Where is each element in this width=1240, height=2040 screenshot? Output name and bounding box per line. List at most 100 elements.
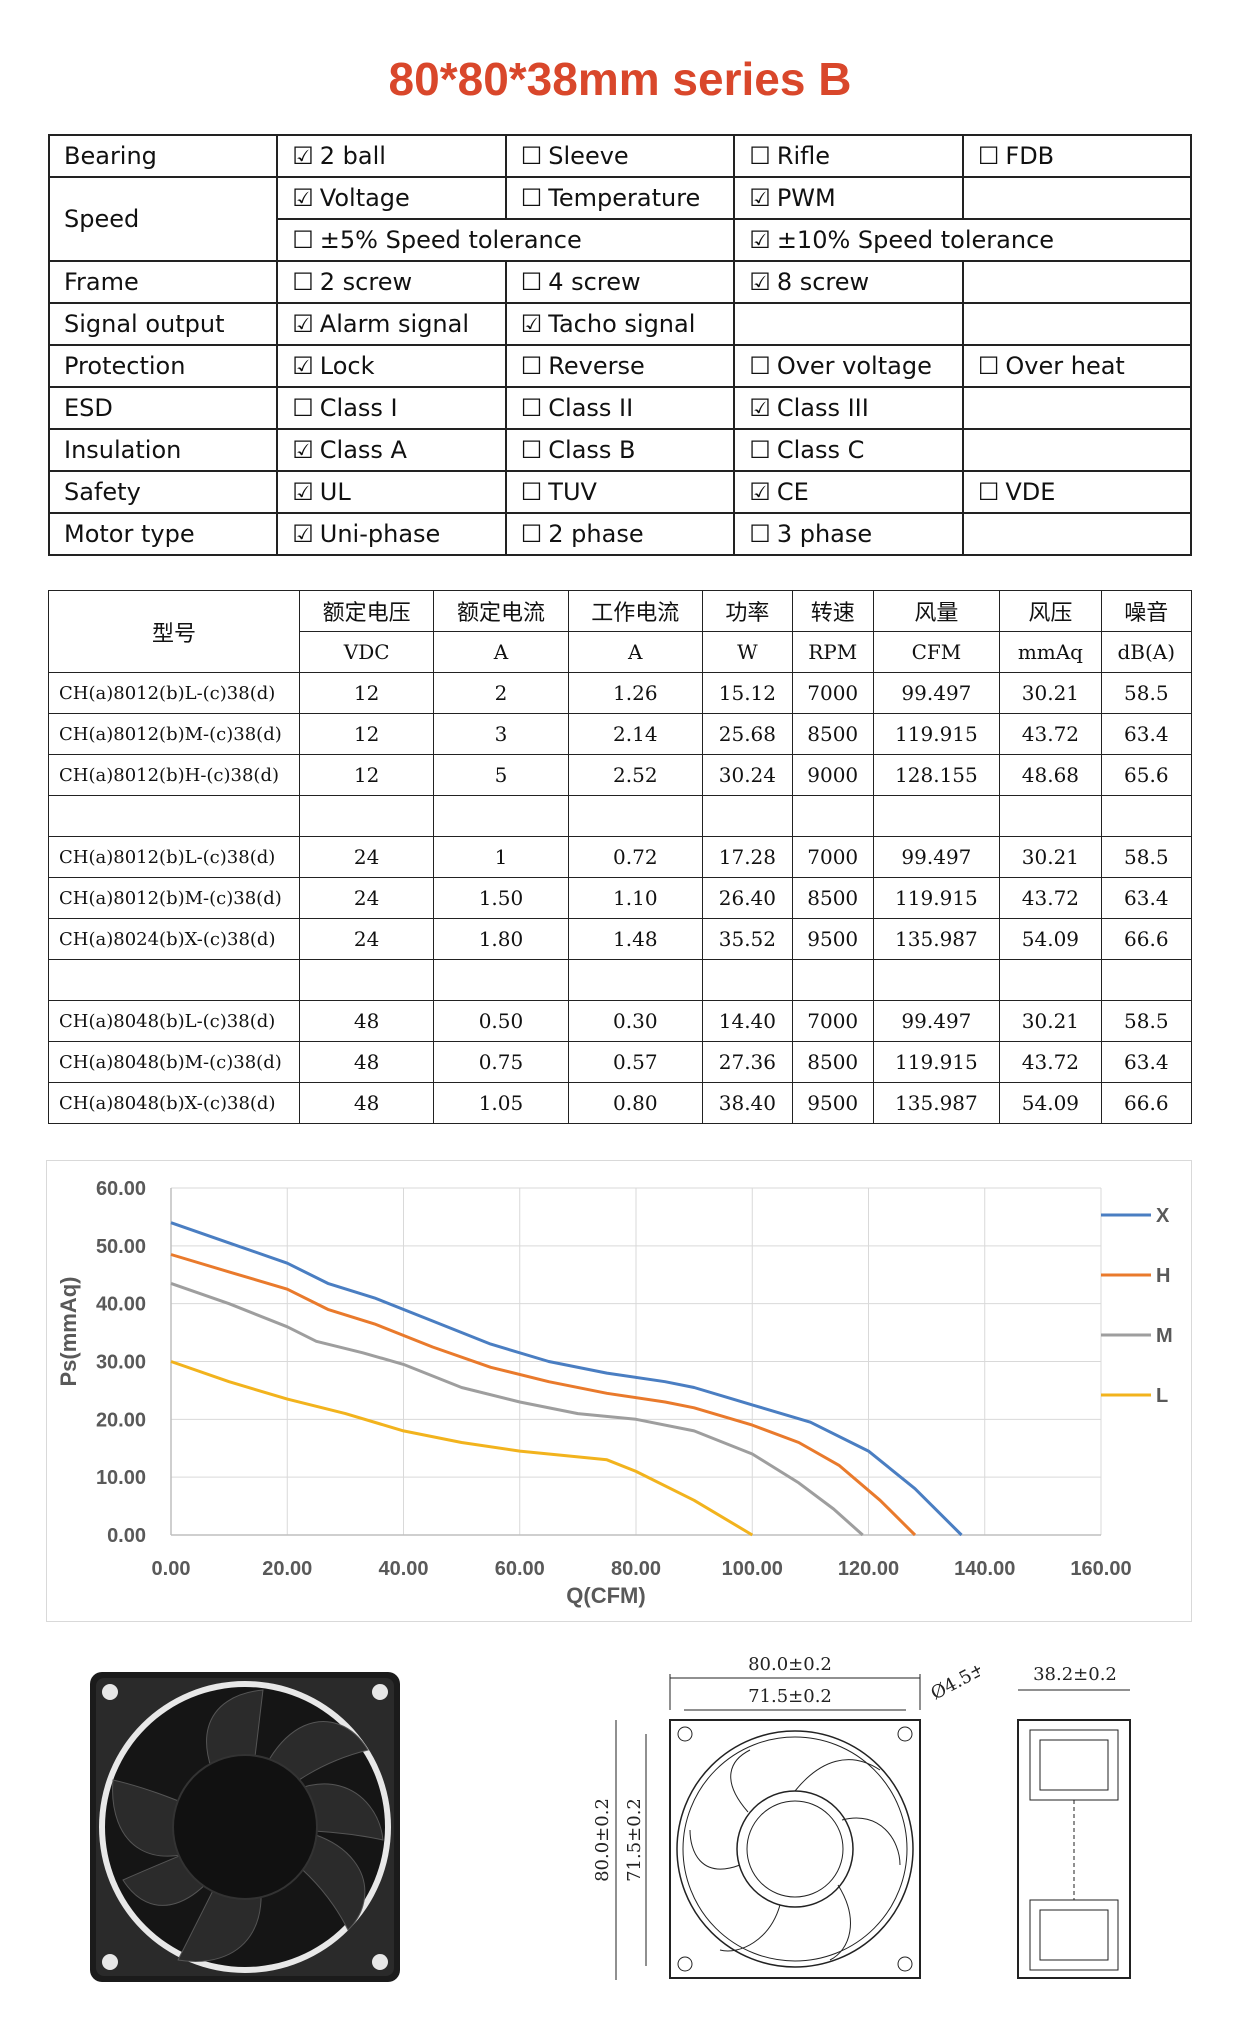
checked-box-icon: ☑ [520, 310, 543, 338]
series-line-h [170, 1253, 917, 1537]
spec-cell: 99.497 [872, 1000, 1001, 1042]
spec-cell: 0.30 [567, 1000, 703, 1042]
y-tick-label: 30.00 [96, 1352, 146, 1374]
y-tick-label: 0.00 [107, 1525, 146, 1547]
spec-cell: 2.14 [567, 713, 703, 755]
spec-cell: 43.72 [999, 713, 1102, 755]
spec-cell [999, 795, 1102, 837]
feature-option: ☐ Rifle [733, 134, 964, 178]
series-line-l [170, 1360, 754, 1537]
spec-cell: 12 [298, 754, 435, 796]
spec-row [48, 795, 1193, 837]
feature-option: ☑ ±10% Speed tolerance [733, 218, 1192, 262]
spec-cell [701, 959, 793, 1001]
spec-cell: 43.72 [999, 877, 1102, 919]
feature-option: ☑ 8 screw [733, 260, 964, 304]
option-label: Class C [776, 436, 865, 464]
option-label: Class III [776, 394, 869, 422]
header-rated-voltage: 额定电压 [298, 590, 435, 632]
front-drawing: 80.0±0.2 71.5±0.2 Ø4.5±0.2 80.0±0.2 71.5… [592, 1650, 980, 1980]
spec-cell: 63.4 [1100, 877, 1193, 919]
spec-cell: 2 [433, 672, 569, 714]
feature-row: Motor type ☑ Uni-phase ☐ 2 phase ☐ 3 phase [47, 512, 1193, 556]
checked-box-icon: ☑ [292, 478, 314, 506]
chart-frame [46, 1160, 1192, 1622]
spec-cell: 30.21 [999, 836, 1102, 878]
model-cell: CH(a)8048(b)L-(c)38(d) [48, 1000, 300, 1042]
spec-cell: 66.6 [1100, 1082, 1193, 1124]
spec-cell: 0.50 [433, 1000, 569, 1042]
feature-option: ☑ Uni-phase [276, 512, 507, 556]
spec-cell: 1.48 [567, 918, 703, 960]
option-label: CE [776, 478, 809, 506]
spec-cell: 135.987 [872, 918, 1001, 960]
header-airflow: 风量 [872, 590, 1001, 632]
x-axis-label: Q(CFM) [566, 1583, 645, 1608]
spec-row: CH(a)8012(b)M-(c)38(d) 12 3 2.14 25.68 8500 11… [48, 713, 1193, 755]
option-label: Sleeve [548, 142, 629, 170]
spec-cell: 48 [298, 1041, 435, 1083]
spec-cell: 54.09 [999, 918, 1102, 960]
model-cell: CH(a)8012(b)M-(c)38(d) [48, 713, 300, 755]
unchecked-box-icon: ☐ [520, 436, 543, 464]
spec-cell: 8500 [791, 713, 874, 755]
pq-chart: 0.00 20.00 40.00 60.00 80.00 100.00 120.00 140.… [56, 1178, 1173, 1608]
option-label: 8 screw [776, 268, 870, 296]
spec-row: CH(a)8048(b)X-(c)38(d) 48 1.05 0.80 38.40 950… [48, 1082, 1193, 1124]
feature-option: ☐ Over voltage [733, 344, 964, 388]
spec-cell: 17.28 [701, 836, 793, 878]
x-tick-label: 80.00 [611, 1558, 661, 1580]
feature-option: ☐ 4 screw [504, 260, 736, 304]
feature-option [961, 386, 1193, 430]
unit-cfm: CFM [872, 631, 1001, 673]
checked-box-icon: ☑ [749, 184, 771, 212]
dim-hole-pitch-v: 71.5±0.2 [624, 1798, 645, 1882]
unchecked-box-icon: ☐ [520, 478, 543, 506]
feature-option [961, 428, 1193, 472]
spec-cell: 0.75 [433, 1041, 569, 1083]
spec-cell: 119.915 [872, 713, 1001, 755]
x-tick-label: 140.00 [954, 1558, 1015, 1580]
model-cell: CH(a)8024(b)X-(c)38(d) [48, 918, 300, 960]
spec-cell: 135.987 [872, 1082, 1001, 1124]
unchecked-box-icon: ☐ [520, 184, 543, 212]
checked-box-icon: ☑ [292, 520, 314, 548]
header-power: 功率 [701, 590, 793, 632]
feature-option [961, 302, 1193, 346]
side-drawing: 38.2±0.2 [1017, 1664, 1131, 1979]
feature-option: ☐ TUV [504, 470, 736, 514]
spec-row: CH(a)8012(b)L-(c)38(d) 12 2 1.26 15.12 7000 99… [48, 672, 1193, 714]
feature-option: ☐ Temperature [504, 176, 736, 220]
spec-cell: 8500 [791, 1041, 874, 1083]
legend-label-l: L [1156, 1385, 1168, 1407]
unchecked-box-icon: ☐ [520, 352, 543, 380]
feature-label: Insulation [47, 428, 279, 472]
unchecked-box-icon: ☐ [749, 142, 771, 170]
series-line-m [170, 1281, 864, 1537]
y-tick-label: 10.00 [96, 1467, 146, 1489]
checked-box-icon: ☑ [749, 394, 771, 422]
x-tick-label: 40.00 [378, 1558, 428, 1580]
x-tick-label: 0.00 [152, 1558, 191, 1580]
feature-option: ☑ 2 ball [276, 134, 507, 178]
unchecked-box-icon: ☐ [749, 352, 771, 380]
feature-option: ☑ UL [276, 470, 507, 514]
spec-cell [433, 959, 569, 1001]
spec-row: CH(a)8012(b)H-(c)38(d) 12 5 2.52 30.24 9000 12… [48, 754, 1193, 796]
feature-row: ☐ ±5% Speed tolerance ☑ ±10% Speed toleranc… [49, 218, 1192, 262]
option-label: Tacho signal [548, 310, 696, 338]
spec-cell [1100, 795, 1193, 837]
spec-cell [872, 959, 1001, 1001]
feature-row: Safety ☑ UL ☐ TUV ☑ CE ☐ VDE [47, 470, 1193, 514]
spec-cell [1100, 959, 1193, 1001]
unchecked-box-icon: ☐ [520, 142, 543, 170]
feature-row: Frame ☐ 2 screw ☐ 4 screw ☑ 8 screw [47, 260, 1193, 304]
spec-cell: 7000 [791, 1000, 874, 1042]
spec-cell: 14.40 [701, 1000, 793, 1042]
feature-label: Signal output [47, 302, 279, 346]
spec-cell: 35.52 [701, 918, 793, 960]
option-label: 4 screw [548, 268, 641, 296]
unit-w: W [701, 631, 793, 673]
feature-label: Motor type [47, 512, 279, 556]
spec-cell [298, 959, 435, 1001]
